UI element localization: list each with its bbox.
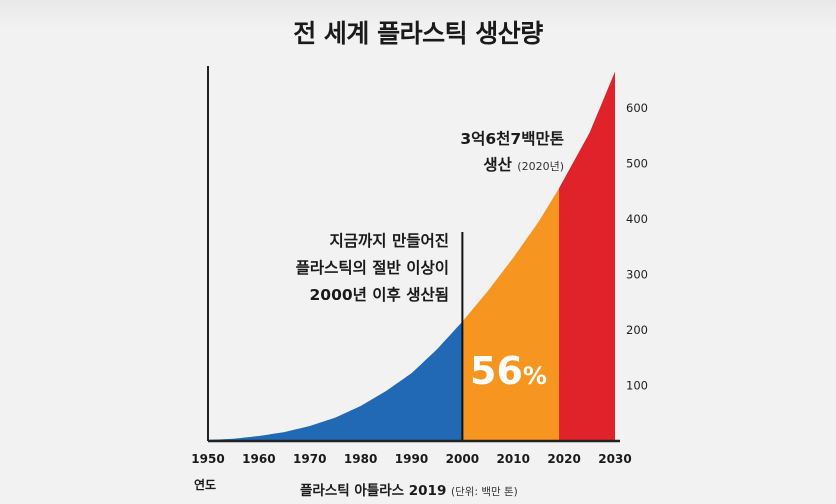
x-tick-label: 1960	[242, 452, 275, 466]
annotation-half-since-2000: 지금까지 만들어진 플라스틱의 절반 이상이 2000년 이후 생산됨	[296, 228, 449, 309]
annotation-line-2: 플라스틱의 절반 이상이	[295, 259, 449, 277]
area-region-2	[462, 188, 560, 441]
y-tick-label: 600	[626, 101, 648, 115]
x-tick-label: 2020	[547, 452, 580, 466]
annotation-produced-label: 생산	[483, 156, 512, 174]
y-tick-label: 400	[626, 212, 648, 226]
unit-text: (단위: 백만 톤)	[451, 486, 518, 498]
x-tick-label: 2010	[497, 452, 530, 466]
area-region-3	[559, 71, 615, 442]
y-tick-label: 200	[626, 323, 648, 337]
annotation-2020-production: 3억6천7백만톤 생산 (2020년)	[460, 126, 564, 180]
annotation-line-3: 2000년 이후 생산됨	[309, 286, 450, 304]
x-tick-label: 2000	[446, 452, 479, 466]
annotation-produced: 생산 (2020년)	[460, 152, 564, 180]
x-tick-label: 1950	[191, 452, 224, 466]
y-tick-label: 300	[626, 267, 648, 281]
percent-label: 56%	[470, 349, 547, 393]
x-tick-label: 1980	[344, 452, 377, 466]
annotation-amount: 3억6천7백만톤	[460, 130, 564, 148]
y-tick-label: 500	[626, 156, 648, 170]
annotation-line-1: 지금까지 만들어진	[329, 232, 449, 250]
y-tick-label: 100	[626, 378, 648, 392]
source-text: 플라스틱 아틀라스 2019	[300, 483, 447, 499]
x-axis-label: 연도	[194, 478, 217, 492]
area-region-1	[208, 321, 463, 441]
percent-symbol: %	[522, 362, 547, 390]
chart-title: 전 세계 플라스틱 생산량	[293, 19, 543, 48]
x-tick-label: 1970	[293, 452, 326, 466]
x-tick-label: 2030	[598, 452, 631, 466]
percent-value: 56	[470, 349, 523, 393]
source-line: 플라스틱 아틀라스 2019 (단위: 백만 톤)	[300, 479, 518, 499]
annotation-year: (2020년)	[517, 160, 564, 173]
x-tick-label: 1990	[395, 452, 428, 466]
